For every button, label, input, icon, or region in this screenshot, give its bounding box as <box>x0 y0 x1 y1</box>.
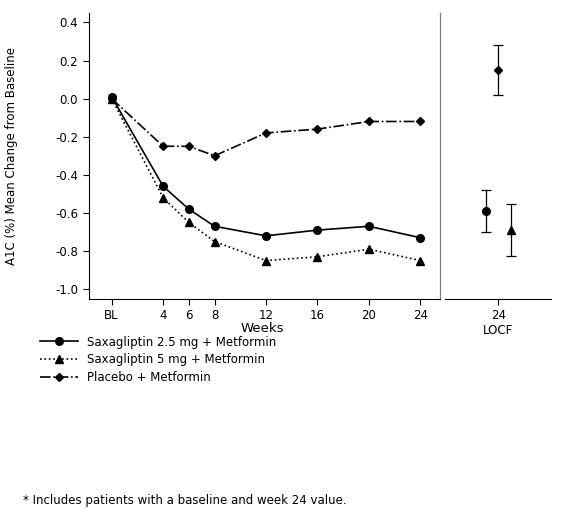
Text: Weeks: Weeks <box>241 322 284 335</box>
Text: * Includes patients with a baseline and week 24 value.: * Includes patients with a baseline and … <box>23 494 347 507</box>
Legend: Saxagliptin 2.5 mg + Metformin, Saxagliptin 5 mg + Metformin, Placebo + Metformi: Saxagliptin 2.5 mg + Metformin, Saxaglip… <box>40 335 276 384</box>
Y-axis label: A1C (%) Mean Change from Baseline: A1C (%) Mean Change from Baseline <box>5 47 18 265</box>
